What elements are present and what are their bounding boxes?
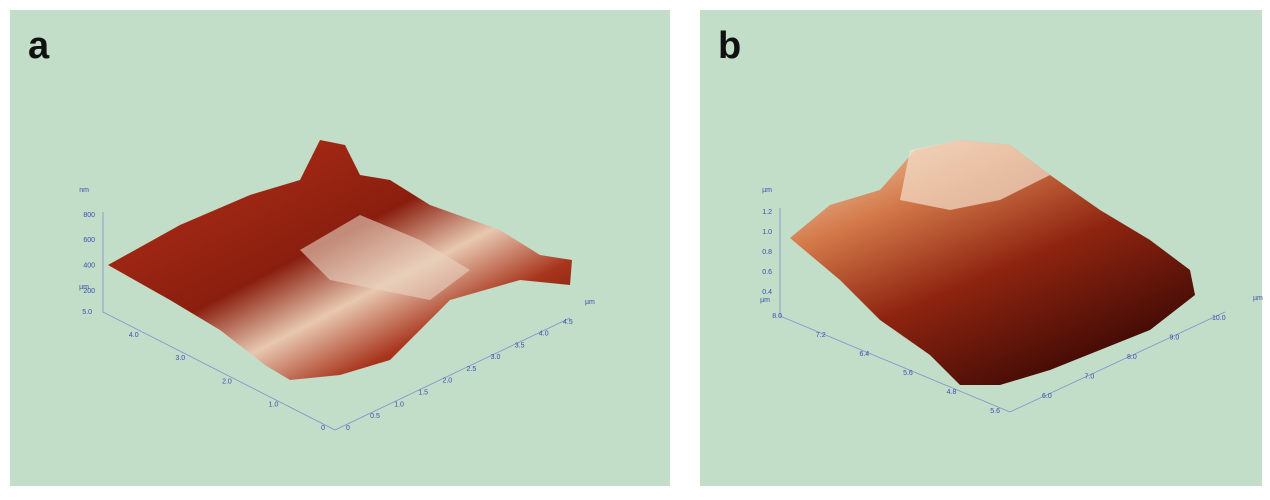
tick-label: 7.0: [1085, 373, 1095, 380]
tick-label: 3.0: [175, 355, 185, 362]
tick-label: 400: [83, 263, 95, 270]
tick-label: 2.0: [222, 378, 232, 385]
axis-unit: µm: [760, 297, 770, 304]
panel-label: a: [28, 25, 50, 67]
tick-label: 600: [83, 237, 95, 244]
tick-label: 2.0: [442, 378, 452, 385]
axis-unit: µm: [79, 284, 89, 291]
tick-label: 0: [346, 425, 350, 432]
axis-unit: µm: [1253, 295, 1263, 302]
tick-label: 4.0: [539, 331, 549, 338]
tick-label: 2.5: [467, 366, 477, 373]
tick-label: 5.6: [903, 370, 913, 377]
panel-label: b: [718, 25, 741, 67]
tick-label: 4.5: [563, 319, 573, 326]
tick-label: 4.0: [129, 332, 139, 339]
tick-label: 7.2: [816, 332, 826, 339]
tick-label: 9.0: [1170, 334, 1180, 341]
tick-label: 1.0: [762, 229, 772, 236]
figure: a8006004002005.04.03.02.01.0000.51.01.52…: [0, 0, 1270, 495]
tick-label: 4.8: [947, 389, 957, 396]
tick-label: 1.2: [762, 209, 772, 216]
tick-label: 8.0: [1127, 354, 1137, 361]
tick-label: 1.5: [418, 390, 428, 397]
tick-label: 8.0: [772, 313, 782, 320]
tick-label: 6.0: [1042, 393, 1052, 400]
axis-unit: µm: [585, 299, 595, 306]
tick-label: 800: [83, 212, 95, 219]
tick-label: 3.0: [491, 354, 501, 361]
tick-label: 1.0: [269, 402, 279, 409]
tick-label: 0.4: [762, 289, 772, 296]
tick-label: 0.6: [762, 269, 772, 276]
tick-label: 0.5: [370, 413, 380, 420]
axis-unit: nm: [79, 187, 89, 194]
tick-label: 0: [321, 425, 325, 432]
tick-label: 3.5: [515, 342, 525, 349]
tick-label: 6.4: [859, 351, 869, 358]
axis-unit: µm: [762, 187, 772, 194]
tick-label: 10.0: [1212, 315, 1226, 322]
tick-label: 0.8: [762, 249, 772, 256]
tick-label: 1.0: [394, 401, 404, 408]
tick-label: 5.6: [990, 408, 1000, 415]
tick-label: 5.0: [82, 309, 92, 316]
